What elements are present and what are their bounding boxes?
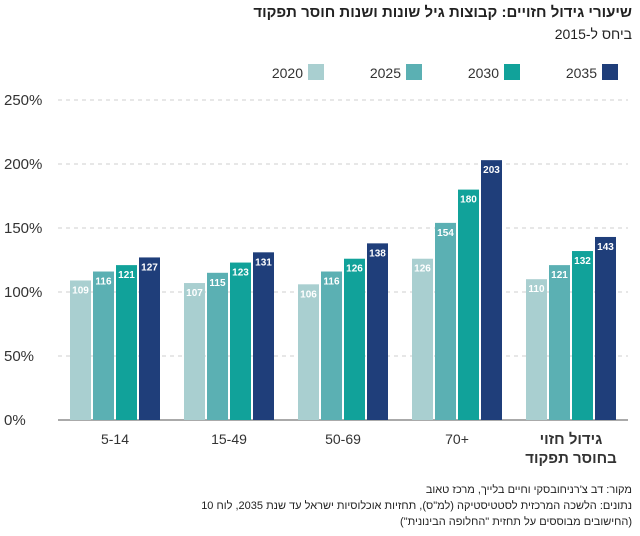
x-tick-label: 70+	[445, 431, 469, 447]
bar-value-label: 121	[118, 270, 135, 281]
y-tick-label: 200%	[4, 156, 42, 173]
bar	[321, 271, 342, 420]
bar-value-label: 107	[186, 288, 203, 299]
legend-swatch	[308, 64, 324, 80]
bar	[367, 243, 388, 420]
bar	[116, 265, 137, 420]
bar	[139, 257, 160, 420]
bar-value-label: 126	[414, 264, 431, 275]
source-line-1: מקור: דב צ'רניחובסקי וחיים בלייך, מרכז ט…	[425, 484, 632, 496]
y-tick-label: 100%	[4, 284, 42, 301]
bar	[70, 280, 91, 420]
bar	[572, 251, 593, 420]
bar	[549, 265, 570, 420]
legend-label: 2020	[272, 65, 303, 81]
legend-swatch	[406, 64, 422, 80]
bar	[298, 284, 319, 420]
bar-value-label: 154	[437, 228, 454, 239]
bar-value-label: 138	[369, 248, 386, 259]
bar	[184, 283, 205, 420]
chart-title: שיעורי גידול חזויים: קבוצות גיל שונות וש…	[253, 4, 632, 21]
bar-value-label: 126	[346, 264, 363, 275]
x-tick-label: 50-69	[325, 431, 361, 447]
bar-value-label: 110	[528, 284, 545, 295]
bar	[526, 279, 547, 420]
bar-value-label: 127	[141, 262, 158, 273]
bar-value-label: 115	[209, 278, 226, 289]
legend-label: 2025	[370, 65, 401, 81]
bar-value-label: 106	[300, 289, 317, 300]
source-line-3: (החישובים מבוססים על תחזית "החלופה הבינו…	[400, 516, 632, 528]
bar	[435, 222, 456, 420]
bar-value-label: 143	[597, 242, 614, 253]
bar-value-label: 180	[460, 195, 477, 206]
bar-value-label: 203	[483, 165, 500, 176]
bar	[207, 272, 228, 420]
x-tick-label: 15-49	[211, 431, 247, 447]
bar-value-label: 123	[232, 268, 249, 279]
y-tick-label: 250%	[4, 92, 42, 109]
bar-value-label: 132	[574, 256, 591, 267]
bar	[481, 160, 502, 420]
y-tick-label: 0%	[4, 412, 26, 429]
y-tick-label: 50%	[4, 348, 34, 365]
bar-value-label: 116	[95, 277, 112, 288]
y-tick-label: 150%	[4, 220, 42, 237]
legend-label: 2030	[468, 65, 499, 81]
bar	[595, 236, 616, 420]
bar	[344, 258, 365, 420]
legend-swatch	[504, 64, 520, 80]
source-line-2: נתונים: הלשכה המרכזית לסטטיסטיקה (למ"ס),…	[201, 500, 632, 512]
bar	[458, 189, 479, 420]
bar	[253, 252, 274, 420]
bar	[93, 271, 114, 420]
x-tick-label: בחוסר תפקוד	[525, 450, 617, 467]
bar	[230, 262, 251, 420]
bar	[412, 258, 433, 420]
x-tick-label: גידול חזוי	[540, 431, 603, 448]
bar-value-label: 131	[255, 257, 272, 268]
chart-subtitle: ביחס ל-2015	[554, 26, 632, 42]
legend-swatch	[602, 64, 618, 80]
bar-value-label: 116	[323, 277, 340, 288]
x-tick-label: 5-14	[101, 431, 129, 447]
legend-label: 2035	[566, 65, 597, 81]
bar-value-label: 109	[72, 285, 89, 296]
bar-value-label: 121	[551, 270, 568, 281]
